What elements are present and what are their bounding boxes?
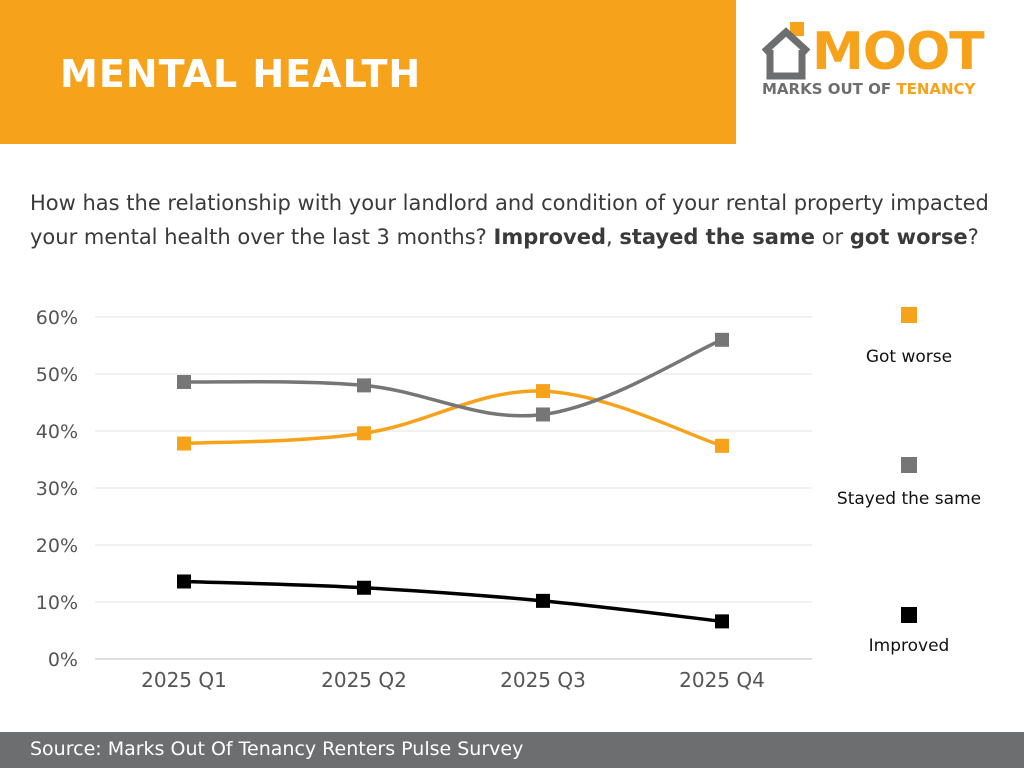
series-line — [182, 389, 724, 448]
data-point — [357, 426, 371, 441]
y-tick-label: 30% — [36, 478, 78, 500]
series-line — [182, 338, 724, 418]
y-tick-label: 0% — [48, 649, 78, 671]
legend-label: Improved — [869, 636, 950, 656]
logo-tagline-part2: TENANCY — [896, 80, 976, 98]
data-point — [357, 378, 371, 393]
question-improved: Improved — [493, 225, 606, 249]
legend-label: Stayed the same — [837, 489, 981, 509]
question-sep2: or — [815, 225, 850, 249]
y-tick-label: 10% — [36, 592, 78, 614]
line-chart: 0% 10% 20% 30% 40% 50% 60% 2025 Q1 2025 Q2 2025 Q… — [36, 307, 981, 692]
moot-logo: MOOT MARKS OUT OF TENANCY — [760, 22, 1000, 102]
legend-label: Got worse — [866, 347, 952, 367]
question-worse: got worse — [849, 225, 968, 249]
x-tick-label: 2025 Q4 — [679, 668, 765, 692]
question-same: stayed the same — [619, 225, 816, 249]
data-point — [715, 614, 729, 629]
x-tick-label: 2025 Q3 — [500, 668, 586, 692]
data-point — [177, 574, 191, 589]
data-point — [715, 332, 729, 347]
data-point — [536, 593, 550, 608]
legend-marker — [901, 307, 917, 323]
series-line — [182, 579, 724, 624]
data-point — [357, 580, 371, 595]
data-point — [177, 374, 191, 389]
legend-marker — [901, 457, 917, 473]
x-tick-label: 2025 Q1 — [141, 668, 227, 692]
question-end: ? — [967, 225, 979, 249]
data-point — [177, 436, 191, 451]
question-text: How has the relationship with your landl… — [30, 191, 989, 249]
x-tick-label: 2025 Q2 — [321, 668, 407, 692]
y-tick-label: 40% — [36, 421, 78, 443]
y-tick-label: 60% — [36, 307, 78, 329]
y-tick-label: 20% — [36, 535, 78, 557]
data-point — [715, 438, 729, 453]
logo-wordmark: MOOT — [812, 22, 985, 82]
data-point — [536, 407, 550, 422]
question-sep1: , — [605, 225, 620, 249]
logo-tagline-part1: MARKS OUT OF — [762, 80, 897, 98]
data-point — [536, 384, 550, 399]
page-title: MENTAL HEALTH — [60, 52, 422, 96]
survey-question: How has the relationship with your landl… — [30, 186, 1000, 254]
header-band: MENTAL HEALTH — [0, 0, 736, 144]
source-note: Source: Marks Out Of Tenancy Renters Pul… — [30, 738, 524, 760]
y-tick-label: 50% — [36, 364, 78, 386]
logo-tagline: MARKS OUT OF TENANCY — [762, 80, 975, 98]
footer-bar: Source: Marks Out Of Tenancy Renters Pul… — [0, 732, 1024, 768]
house-icon — [761, 22, 811, 80]
legend-marker — [901, 607, 917, 623]
